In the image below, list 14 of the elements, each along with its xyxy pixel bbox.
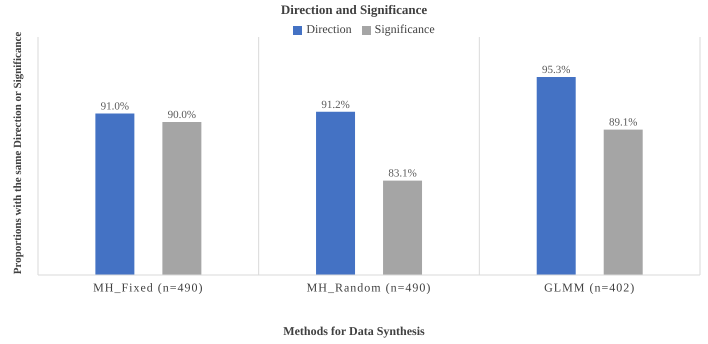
data-label: 91.2% [321, 98, 350, 111]
y-axis-title: Proportions with the same Direction or Significance [11, 30, 25, 276]
x-tick-label: GLMM (n=402) [544, 280, 636, 295]
x-tick-label: MH_Fixed (n=490) [93, 280, 204, 295]
legend-label: Significance [374, 22, 435, 36]
data-label: 89.1% [608, 116, 638, 129]
data-label: 91.0% [100, 100, 130, 112]
data-label: 95.3% [542, 64, 570, 76]
x-tick-label: MH_Random (n=490) [306, 280, 432, 295]
data-label: 83.1% [388, 168, 417, 180]
data-label: 90.0% [168, 109, 196, 121]
chart-title: Direction and Significance [280, 2, 428, 18]
legend-label: Direction [306, 22, 352, 36]
x-axis-title: Methods for Data Synthesis [282, 324, 426, 339]
